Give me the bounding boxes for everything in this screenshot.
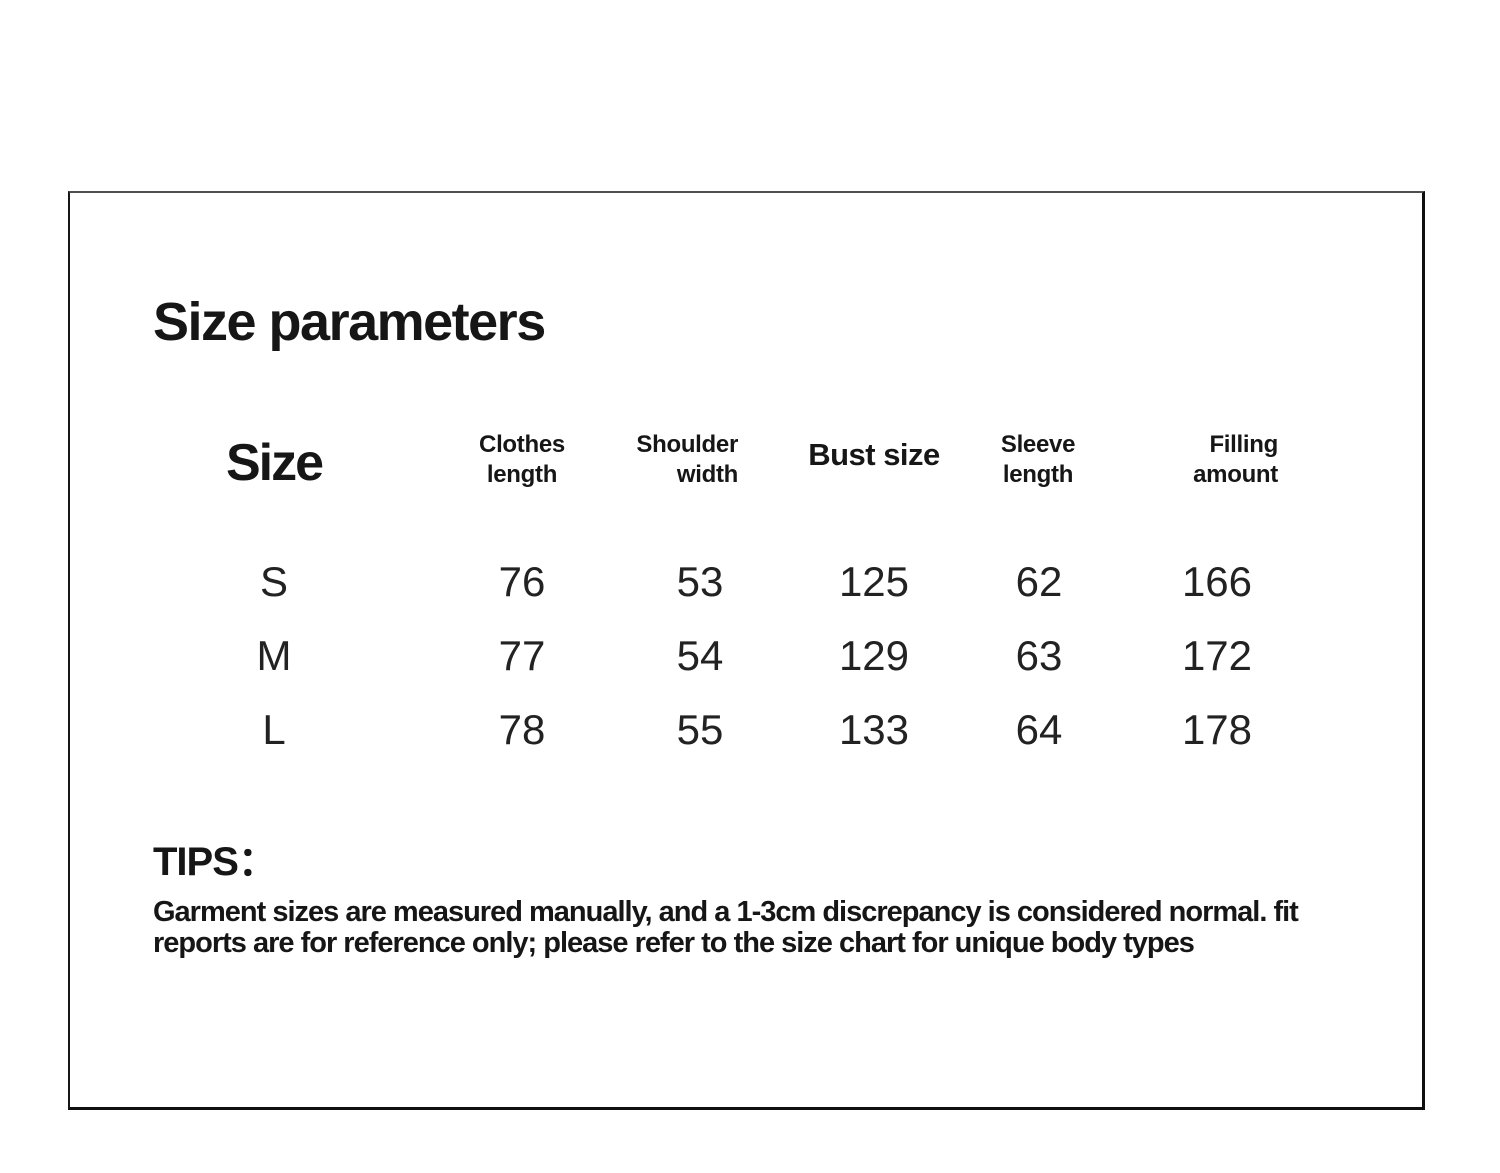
cell-filling-amount: 166 [1181,558,1253,605]
table-row-m: M 77 54 129 63 172 [70,619,1422,693]
tips-heading: TIPS： [153,840,278,884]
table-body: S 76 53 125 62 166 M 77 54 129 63 172 L … [70,545,1422,767]
cell-bust-size: 129 [838,632,910,679]
cell-size: S [259,558,288,605]
column-header-sleeve-length: Sleeve length [1000,431,1076,488]
column-header-clothes-length: Clothes length [479,431,565,488]
cell-bust-size: 133 [838,706,910,753]
column-header-bust-size: Bust size [808,437,940,472]
cell-bust-size: 125 [838,558,910,605]
cell-sleeve-length: 64 [1015,706,1063,753]
cell-sleeve-length: 62 [1015,558,1063,605]
cell-clothes-length: 76 [498,558,546,605]
cell-size: M [256,632,292,679]
table-header-row: Size Clothes length Shoulder width Bust … [70,425,1422,495]
cell-filling-amount: 178 [1181,706,1253,753]
tips-body-text: Garment sizes are measured manually, and… [153,896,1299,959]
table-row-s: S 76 53 125 62 166 [70,545,1422,619]
cell-filling-amount: 172 [1181,632,1253,679]
size-chart-panel: Size parameters Size Clothes length Shou… [68,191,1425,1110]
cell-size: L [262,706,286,753]
cell-sleeve-length: 63 [1015,632,1063,679]
column-header-filling-amount: Filling amount [1193,431,1278,488]
cell-shoulder-width: 55 [676,706,724,753]
cell-shoulder-width: 53 [676,558,724,605]
cell-clothes-length: 78 [498,706,546,753]
column-header-size: Size [225,434,324,492]
page-title: Size parameters [153,292,546,352]
table-row-l: L 78 55 133 64 178 [70,693,1422,767]
cell-clothes-length: 77 [498,632,546,679]
cell-shoulder-width: 54 [676,632,724,679]
column-header-shoulder-width: Shoulder width [636,431,738,488]
